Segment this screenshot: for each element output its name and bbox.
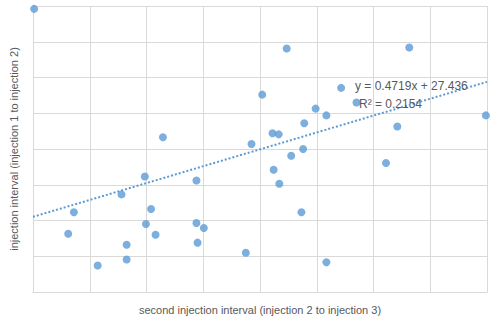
svg-text:injection interval (injection: injection interval (injection 1 to injec… <box>8 47 20 251</box>
svg-text:second injection interval (inj: second injection interval (injection 2 t… <box>139 304 381 316</box>
svg-text:y = 0.4719x + 27.436: y = 0.4719x + 27.436 <box>355 79 468 93</box>
svg-text:R² = 0.2154: R² = 0.2154 <box>359 97 422 111</box>
